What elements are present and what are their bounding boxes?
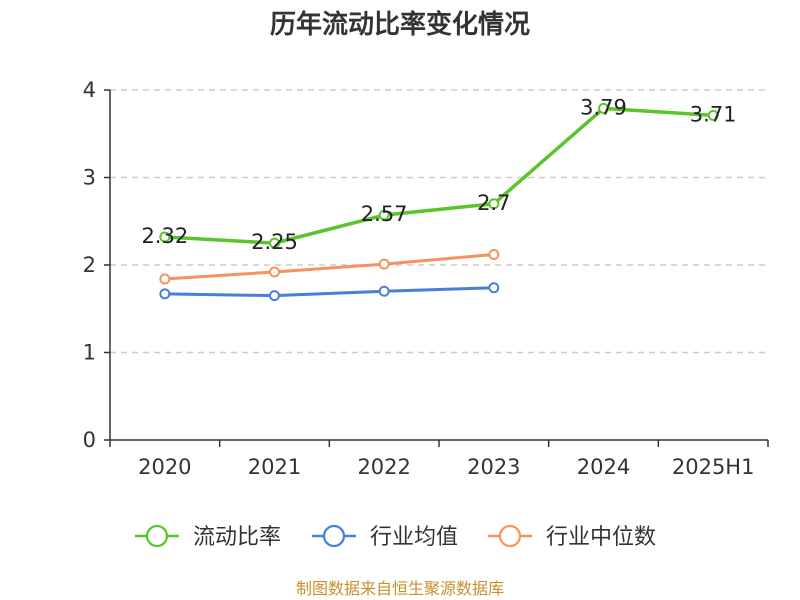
series-layer xyxy=(159,102,719,302)
series-line xyxy=(164,286,494,298)
data-point xyxy=(159,288,171,300)
legend-item[interactable]: 行业中位数 xyxy=(488,524,656,550)
legend-label: 行业均值 xyxy=(370,525,458,550)
x-tick-label: 2024 xyxy=(577,455,630,479)
data-point xyxy=(488,198,500,210)
series-line xyxy=(164,106,714,245)
x-tick-label: 2021 xyxy=(248,455,301,479)
y-tick-label: 0 xyxy=(83,428,96,452)
legend-marker xyxy=(322,524,346,548)
legend-marker xyxy=(498,524,522,548)
data-point xyxy=(598,102,609,114)
x-tick-label: 2020 xyxy=(138,455,191,479)
data-point xyxy=(378,209,390,221)
data-point xyxy=(269,237,280,249)
legend-marker xyxy=(145,524,169,548)
y-tick-label: 2 xyxy=(83,253,96,277)
y-tick-label: 4 xyxy=(83,78,96,102)
data-point xyxy=(159,231,171,243)
data-point xyxy=(707,109,719,121)
legend-label: 流动比率 xyxy=(193,525,281,550)
grid-lines xyxy=(110,89,768,354)
source-note: 制图数据来自恒生聚源数据库 xyxy=(296,579,504,598)
legend: 流动比率 行业均值 行业中位数 xyxy=(135,524,656,550)
data-point xyxy=(269,290,280,302)
axes: 0 1 2 3 4 2020 2021 2022 2023 2024 2025H1 xyxy=(83,78,769,479)
data-point xyxy=(378,285,390,297)
x-tick-label: 2025H1 xyxy=(672,455,755,479)
data-label: 2.32 xyxy=(141,224,188,248)
data-label: 2.7 xyxy=(477,191,510,215)
chart-title: 历年流动比率变化情况 xyxy=(270,9,530,40)
legend-item[interactable]: 流动比率 xyxy=(135,524,281,550)
data-label: 3.71 xyxy=(690,102,737,126)
data-label: 2.25 xyxy=(251,230,298,254)
data-point xyxy=(378,258,390,270)
y-tick-label: 1 xyxy=(83,341,96,365)
y-tick-label: 3 xyxy=(83,166,96,190)
data-label: 3.79 xyxy=(580,95,627,119)
legend-label: 行业中位数 xyxy=(546,525,656,550)
series-line xyxy=(164,253,494,281)
data-point xyxy=(159,273,171,285)
data-point xyxy=(488,249,500,260)
x-tick-label: 2023 xyxy=(467,455,520,479)
legend-item[interactable]: 行业均值 xyxy=(312,524,458,550)
data-label: 2.57 xyxy=(361,202,408,226)
x-tick-label: 2022 xyxy=(357,455,410,479)
data-point xyxy=(488,282,500,294)
data-labels: 2.32 2.25 2.57 2.7 3.79 3.71 xyxy=(141,95,736,254)
data-point xyxy=(269,266,280,278)
